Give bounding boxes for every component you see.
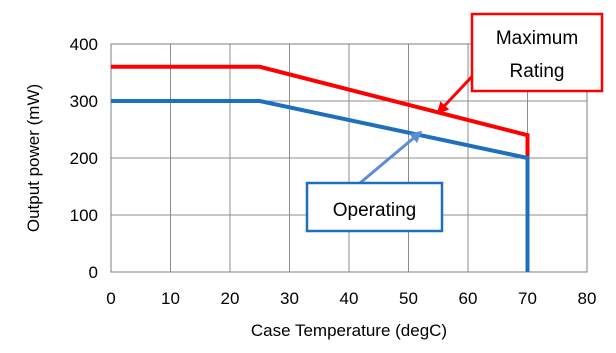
x-tick-label: 40 bbox=[340, 289, 359, 308]
operating-callout-line: Operating bbox=[333, 200, 416, 221]
maximum-callout-box bbox=[470, 12, 604, 93]
y-tick-label: 100 bbox=[70, 206, 98, 225]
maximum-callout: Maximum Rating bbox=[436, 12, 604, 115]
y-axis-title: Output power (mW) bbox=[24, 84, 43, 232]
x-tick-label: 70 bbox=[518, 289, 537, 308]
y-tick-label: 200 bbox=[70, 149, 98, 168]
operating-callout: Operating bbox=[305, 130, 444, 233]
plot-area-border bbox=[110, 43, 588, 273]
y-tick-label: 0 bbox=[89, 263, 98, 282]
y-tick-label: 300 bbox=[70, 92, 98, 111]
y-axis-ticks: 0 100 200 300 400 bbox=[70, 35, 98, 282]
x-tick-label: 80 bbox=[578, 289, 597, 308]
operating-series-line bbox=[111, 99, 530, 272]
operating-callout-box bbox=[305, 181, 444, 233]
maximum-callout-line: Rating bbox=[510, 61, 565, 82]
x-tick-label: 20 bbox=[221, 289, 240, 308]
operating-callout-arrow bbox=[359, 130, 423, 185]
x-tick-label: 10 bbox=[161, 289, 180, 308]
y-tick-label: 400 bbox=[70, 35, 98, 54]
maximum-callout-label: Maximum Rating bbox=[496, 28, 578, 82]
maximum-series-line bbox=[111, 64, 530, 158]
data-series bbox=[111, 64, 530, 272]
x-tick-label: 0 bbox=[106, 289, 115, 308]
x-tick-label: 50 bbox=[399, 289, 418, 308]
x-axis-ticks: 0 10 20 30 40 50 60 70 80 bbox=[106, 289, 596, 308]
callouts: Maximum Rating Operating bbox=[305, 12, 604, 233]
x-axis-title: Case Temperature (degC) bbox=[251, 321, 447, 340]
x-tick-label: 60 bbox=[459, 289, 478, 308]
operating-callout-label: Operating bbox=[333, 200, 416, 221]
x-tick-label: 30 bbox=[280, 289, 299, 308]
maximum-callout-line: Maximum bbox=[496, 28, 578, 49]
